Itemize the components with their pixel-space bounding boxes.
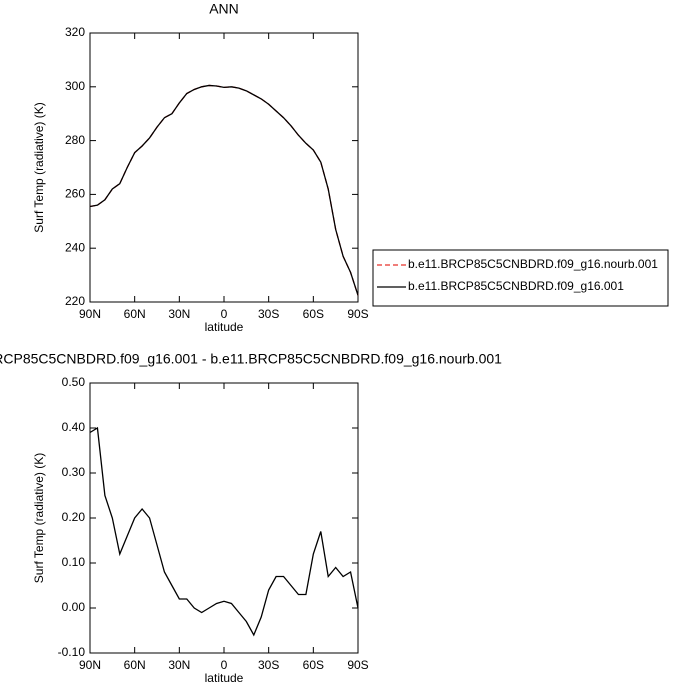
y-tick-label: 320 — [65, 25, 85, 39]
y-tick-label: 0.30 — [62, 465, 86, 479]
data-line — [89, 426, 359, 637]
x-tick-label: 90S — [347, 658, 368, 672]
y-tick-label: 0.40 — [62, 420, 86, 434]
x-tick-label: 90N — [79, 658, 101, 672]
x-tick-label: 60S — [303, 307, 324, 321]
legend-label: b.e11.BRCP85C5CNBDRD.f09_g16.nourb.001 — [408, 257, 658, 271]
x-tick-label: 30N — [168, 658, 190, 672]
y-tick-label: 0.10 — [62, 555, 86, 569]
x-tick-label: 30S — [258, 307, 279, 321]
data-line — [89, 84, 359, 296]
x-tick-label: 60N — [124, 307, 146, 321]
y-tick-label: 0.00 — [62, 600, 86, 614]
x-tick-label: 90N — [79, 307, 101, 321]
y-tick-label: 240 — [65, 240, 85, 254]
y-tick-label: 260 — [65, 187, 85, 201]
data-line — [89, 84, 359, 296]
chart-title: b.e11.BRCP85C5CNBDRD.f09_g16.001 - b.e11… — [0, 351, 502, 367]
y-tick-label: 0.50 — [62, 375, 86, 389]
x-axis-label: latitude — [205, 671, 244, 685]
x-tick-label: 60N — [124, 658, 146, 672]
x-axis-label: latitude — [205, 320, 244, 334]
plot-frame — [89, 382, 359, 654]
y-axis-label: Surf Temp (radiative) (K) — [32, 102, 46, 232]
y-tick-label: 280 — [65, 133, 85, 147]
x-tick-label: 30S — [258, 658, 279, 672]
y-tick-label: -0.10 — [58, 645, 86, 659]
y-tick-label: 220 — [65, 294, 85, 308]
x-tick-label: 0 — [221, 307, 228, 321]
plot-frame — [89, 32, 359, 303]
y-tick-label: 0.20 — [62, 510, 86, 524]
x-tick-label: 0 — [221, 658, 228, 672]
x-tick-label: 30N — [168, 307, 190, 321]
x-tick-label: 90S — [347, 307, 368, 321]
legend-box — [372, 249, 669, 307]
y-tick-label: 300 — [65, 79, 85, 93]
legend-label: b.e11.BRCP85C5CNBDRD.f09_g16.001 — [408, 279, 624, 293]
x-tick-label: 60S — [303, 658, 324, 672]
chart-title: ANN — [209, 1, 239, 17]
y-axis-label: Surf Temp (radiative) (K) — [32, 453, 46, 583]
